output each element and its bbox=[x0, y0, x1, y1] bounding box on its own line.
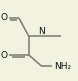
Text: N: N bbox=[39, 27, 45, 37]
Text: O: O bbox=[0, 13, 7, 22]
Text: NH₂: NH₂ bbox=[54, 62, 71, 71]
Text: O: O bbox=[0, 51, 7, 60]
